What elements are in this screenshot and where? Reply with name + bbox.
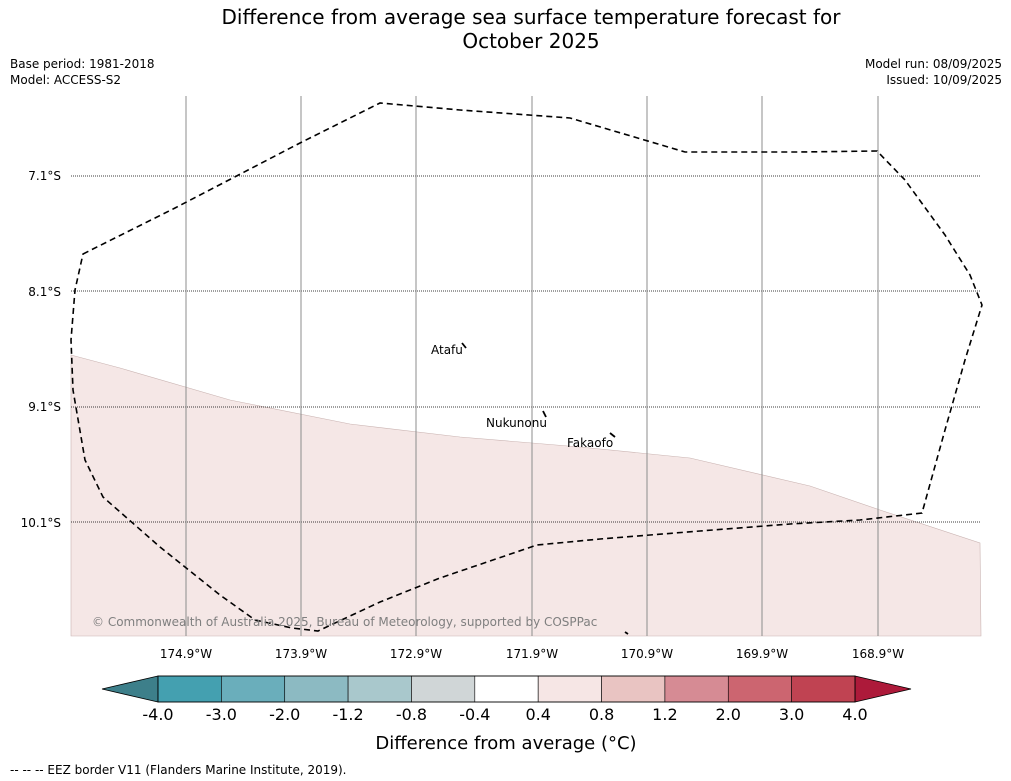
lat-label-10-1: 10.1°S — [21, 516, 61, 530]
map-title: Difference from average sea surface temp… — [0, 5, 1011, 53]
colorbar-segment — [157, 675, 222, 703]
colorbar-tick-label: 1.2 — [652, 705, 677, 724]
colorbar-segment — [727, 675, 792, 703]
colorbar-tick-label: -0.8 — [396, 705, 427, 724]
lat-label-8-1: 8.1°S — [28, 285, 61, 299]
colorbar-tick-label: -1.2 — [332, 705, 363, 724]
colorbar-tick-label: 2.0 — [716, 705, 741, 724]
colorbar-segment — [347, 675, 412, 703]
colorbar-segment — [474, 675, 539, 703]
colorbar-segment — [221, 675, 286, 703]
colorbar-tick-label: -4.0 — [142, 705, 173, 724]
colorbar-segment — [284, 675, 349, 703]
model-name: Model: ACCESS-S2 — [10, 73, 122, 87]
meta-right: Model run: 08/09/2025 Issued: 10/09/2025 — [865, 56, 1002, 88]
model-run: Model run: 08/09/2025 — [864, 57, 1002, 71]
colorbar-segment — [537, 675, 602, 703]
colorbar-segment — [411, 675, 476, 703]
meta-left: Base period: 1981-2018 Model: ACCESS-S2 — [10, 56, 155, 88]
colorbar-tick-label: -0.4 — [459, 705, 490, 724]
longitude-gridlines — [185, 96, 879, 636]
place-label-atafu: Atafu — [431, 343, 463, 357]
base-period: Base period: 1981-2018 — [10, 57, 155, 71]
title-line-2: October 2025 — [462, 29, 600, 53]
anomaly-region — [70, 354, 982, 637]
eez-legend-footer: -- -- -- EEZ border V11 (Flanders Marine… — [10, 763, 347, 777]
issued-date: Issued: 10/09/2025 — [886, 73, 1002, 87]
colorbar-tick-label: 0.8 — [589, 705, 614, 724]
colorbar-label-text: Difference from average (°C) — [375, 733, 636, 754]
title-line-1: Difference from average sea surface temp… — [221, 5, 841, 29]
colorbar-tick-label: 0.4 — [525, 705, 550, 724]
lat-label-7-1: 7.1°S — [28, 169, 61, 183]
colorbar-extend-low — [101, 675, 159, 703]
colorbar-tick-label: -3.0 — [206, 705, 237, 724]
colorbar-extend-high — [854, 675, 912, 703]
colorbar: -4.0 -3.0 -2.0 -1.2 -0.8 -0.4 0.4 0.8 1.2 2.0 3.0 4… — [101, 675, 912, 724]
lon-label-171-9: 171.9°W — [506, 647, 558, 661]
colorbar-segment — [664, 675, 729, 703]
colorbar-tick-label: -2.0 — [269, 705, 300, 724]
fakaofo-island — [609, 432, 616, 438]
lon-label-174-9: 174.9°W — [160, 647, 212, 661]
colorbar-label: Difference from average (°C) — [375, 733, 636, 754]
colorbar-segment — [791, 675, 856, 703]
lat-label-9-1: 9.1°S — [28, 400, 61, 414]
colorbar-tick-label: 4.0 — [842, 705, 867, 724]
nukunonu-island — [542, 410, 547, 418]
colorbar-tick-label: 3.0 — [779, 705, 804, 724]
lon-label-170-9: 170.9°W — [621, 647, 673, 661]
copyright-notice: © Commonwealth of Australia 2025, Bureau… — [92, 615, 597, 629]
atafu-island — [461, 342, 467, 349]
colorbar-frame — [157, 675, 856, 703]
lon-label-168-9: 168.9°W — [852, 647, 904, 661]
place-label-fakaofo: Fakaofo — [567, 436, 613, 450]
lon-label-172-9: 172.9°W — [390, 647, 442, 661]
small-island — [624, 631, 629, 635]
lon-label-173-9: 173.9°W — [275, 647, 327, 661]
colorbar-segment — [601, 675, 666, 703]
lon-label-169-9: 169.9°W — [736, 647, 788, 661]
islands — [461, 342, 629, 635]
place-label-nukunonu: Nukunonu — [486, 416, 547, 430]
eez-border — [70, 102, 983, 632]
